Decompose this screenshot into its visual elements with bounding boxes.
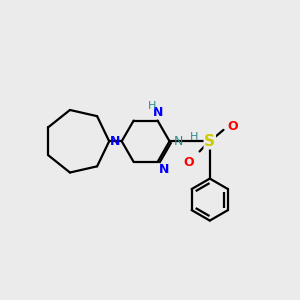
Text: O: O <box>184 156 194 169</box>
Text: S: S <box>204 134 215 149</box>
Text: H: H <box>148 101 157 111</box>
Text: N: N <box>174 135 183 148</box>
Text: N: N <box>110 135 120 148</box>
Text: N: N <box>153 106 164 119</box>
Text: H: H <box>190 132 198 142</box>
Text: O: O <box>227 120 238 133</box>
Text: N: N <box>159 164 169 176</box>
